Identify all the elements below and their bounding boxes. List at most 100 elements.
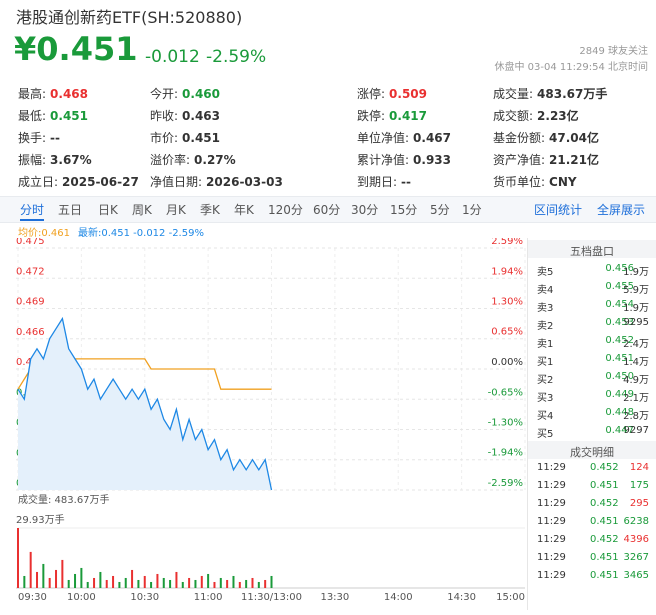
y-tick-label: 0.475 xyxy=(16,238,45,247)
tab[interactable]: 周K xyxy=(132,203,152,217)
stat-label: 成交量: xyxy=(493,87,534,101)
x-tick-label: 14:30 xyxy=(447,592,476,603)
divider xyxy=(527,238,528,610)
book-volume: 1.4万 xyxy=(623,357,649,368)
stat: 净值日期: 2026-03-03 xyxy=(150,173,283,190)
book-price: 0.452 xyxy=(605,335,634,346)
volume-bar xyxy=(80,567,83,588)
tab-bar xyxy=(0,196,656,223)
followers[interactable]: 2849 球友关注 xyxy=(579,46,648,57)
tab[interactable]: 120分 xyxy=(268,203,303,217)
stat: 成交额: 2.23亿 xyxy=(493,107,579,124)
y-tick-label: 0.469 xyxy=(16,297,45,308)
book-side: 卖5 xyxy=(537,267,554,278)
stat-label: 到期日: xyxy=(357,175,398,189)
trade-price: 0.452 xyxy=(590,534,619,545)
volume-bar xyxy=(207,573,210,588)
stat: 跌停: 0.417 xyxy=(357,107,427,124)
tab[interactable]: 五日 xyxy=(58,203,83,217)
stat: 累计净值: 0.933 xyxy=(357,151,451,168)
volume-bar xyxy=(213,581,216,588)
stat: 昨收: 0.463 xyxy=(150,107,220,124)
y-tick-label: 0.466 xyxy=(16,327,45,338)
tab-action[interactable]: 区间统计 xyxy=(534,203,583,217)
tab[interactable]: 年K xyxy=(234,203,254,217)
stat: 溢价率: 0.27% xyxy=(150,151,236,168)
stat-label: 累计净值: xyxy=(357,153,410,167)
tab-action[interactable]: 全屏展示 xyxy=(597,203,646,217)
volume-bar xyxy=(175,571,178,588)
trade-volume: 295 xyxy=(629,498,649,509)
trade-volume: 175 xyxy=(629,480,649,491)
trade-price: 0.451 xyxy=(590,552,619,563)
trades-header xyxy=(528,441,656,459)
tab[interactable]: 日K xyxy=(98,203,118,217)
stat-label: 涨停: xyxy=(357,87,386,101)
book-header xyxy=(528,240,656,258)
trade-time: 11:29 xyxy=(537,552,566,563)
trade-time: 11:29 xyxy=(537,570,566,581)
tab[interactable]: 分时 xyxy=(20,201,45,221)
stat: 成交量: 483.67万手 xyxy=(493,85,607,102)
book-volume: 2.4万 xyxy=(623,339,649,350)
volume-bar xyxy=(112,575,115,588)
y2-tick-label: -1.30% xyxy=(488,418,523,429)
book-side: 买2 xyxy=(537,375,554,386)
volume-bar xyxy=(86,581,89,588)
stat: 最高: 0.468 xyxy=(18,85,88,102)
book-price: 0.455 xyxy=(605,281,634,292)
y2-tick-label: 0.65% xyxy=(491,327,523,338)
x-tick-label: 13:30 xyxy=(320,592,349,603)
book-volume: 1.9万 xyxy=(623,303,649,314)
tab[interactable]: 30分 xyxy=(351,203,379,217)
y2-tick-label: 0.00% xyxy=(491,357,523,368)
book-side: 买5 xyxy=(537,429,554,440)
tab[interactable]: 60分 xyxy=(313,203,341,217)
book-side: 卖3 xyxy=(537,303,554,314)
y2-tick-label: -1.94% xyxy=(488,448,523,459)
stat: 单位净值: 0.467 xyxy=(357,129,451,146)
stat-value: 0.933 xyxy=(413,153,452,167)
volume-bar xyxy=(17,528,19,588)
book-volume: 9295 xyxy=(623,317,649,328)
trade-time: 11:29 xyxy=(537,480,566,491)
stat-label: 跌停: xyxy=(357,109,386,123)
stat: 换手: -- xyxy=(18,129,60,146)
book-price: 0.447 xyxy=(605,425,634,436)
stat: 最低: 0.451 xyxy=(18,107,88,124)
volume-bar xyxy=(188,577,191,588)
tab[interactable]: 季K xyxy=(200,203,220,217)
stat-label: 成立日: xyxy=(18,175,59,189)
y2-tick-label: 1.30% xyxy=(491,296,523,307)
last-price: ¥0.451 xyxy=(14,30,138,68)
trade-volume: 124 xyxy=(629,462,649,473)
x-tick-label: 11:30/13:00 xyxy=(241,592,302,603)
tab[interactable]: 月K xyxy=(166,203,186,217)
trade-time: 11:29 xyxy=(537,498,566,509)
stat-value: 483.67万手 xyxy=(537,87,608,101)
volume-bar xyxy=(74,573,77,588)
tab[interactable]: 1分 xyxy=(462,203,482,217)
volume-bar xyxy=(200,575,203,588)
stat-value: 0.468 xyxy=(50,87,89,101)
book-volume: 2.8万 xyxy=(623,411,649,422)
stat: 涨停: 0.509 xyxy=(357,85,427,102)
volume-bar xyxy=(124,577,127,588)
volume-bar xyxy=(131,569,134,588)
trades-title: 成交明细 xyxy=(570,446,614,459)
volume-bar xyxy=(232,575,235,588)
tab[interactable]: 15分 xyxy=(390,203,418,217)
trade-time: 11:29 xyxy=(537,516,566,527)
book-price: 0.454 xyxy=(605,299,634,310)
y2-tick-label: 2.59% xyxy=(491,238,523,247)
stat-value: 2.23亿 xyxy=(537,109,579,123)
book-side: 买4 xyxy=(537,411,554,422)
market-status: 休盘中 03-04 11:29:54 北京时间 xyxy=(494,62,648,73)
stat: 市价: 0.451 xyxy=(150,129,220,146)
stat-value: 21.21亿 xyxy=(549,153,600,167)
y-tick-label: 29.93万手 xyxy=(16,513,65,526)
stat-value: 0.460 xyxy=(182,87,221,101)
volume-bar xyxy=(238,581,241,588)
tab[interactable]: 5分 xyxy=(430,203,450,217)
